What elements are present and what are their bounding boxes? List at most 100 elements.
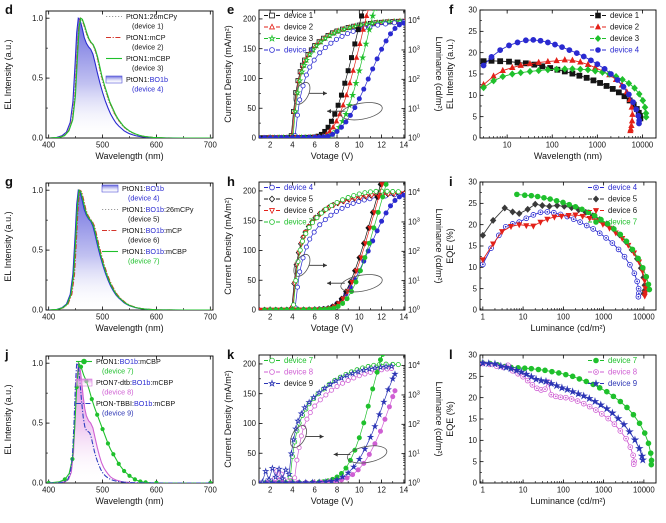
- svg-text:103: 103: [408, 46, 420, 55]
- j-x-axis-label: Wavelength (nm): [95, 496, 163, 506]
- h-series-group: [259, 182, 405, 310]
- svg-text:50: 50: [247, 276, 256, 285]
- svg-text:100: 100: [408, 479, 420, 488]
- svg-text:50: 50: [247, 104, 256, 113]
- svg-text:600: 600: [150, 486, 164, 495]
- series-device7-luminance: [291, 188, 401, 308]
- axis-indicator-ellipse: [340, 274, 383, 293]
- svg-text:4: 4: [290, 313, 295, 322]
- f-series-group: [480, 36, 650, 134]
- f-y-axis-label: EL Intensity (a.u.): [445, 39, 455, 109]
- svg-text:15: 15: [468, 415, 477, 424]
- svg-text:6: 6: [313, 313, 317, 322]
- svg-text:8: 8: [335, 141, 339, 150]
- svg-text:PtON-TBBI:BO1b:mCBP: PtON-TBBI:BO1b:mCBP: [96, 399, 175, 408]
- svg-text:device 9: device 9: [284, 379, 313, 388]
- svg-text:10000: 10000: [633, 313, 655, 322]
- panel-h: h 2 4 6 8 10 12 14 0 50 100 150 200 100 101 102 103 104 V…: [222, 172, 444, 345]
- svg-text:100: 100: [557, 313, 571, 322]
- i-series-group: [480, 191, 653, 300]
- svg-text:(device 3): (device 3): [132, 64, 164, 73]
- svg-text:30: 30: [468, 6, 477, 15]
- axis-indicator-arrow: [309, 91, 327, 96]
- svg-text:(device 5): (device 5): [128, 215, 160, 224]
- series-device3-luminance: [289, 17, 405, 138]
- axis-indicator-arrow: [333, 452, 351, 457]
- svg-text:2: 2: [268, 313, 272, 322]
- svg-text:1000: 1000: [595, 313, 613, 322]
- svg-text:(device 2): (device 2): [132, 43, 164, 52]
- svg-text:(device 4): (device 4): [132, 85, 164, 94]
- svg-text:25: 25: [468, 27, 477, 36]
- e-x-axis-label: Votage (V): [311, 151, 354, 161]
- g-y-axis-label: EL Intensity (a.u.): [3, 211, 13, 281]
- svg-text:200: 200: [243, 187, 257, 196]
- series-device3-eqe: [480, 65, 650, 121]
- svg-text:500: 500: [96, 313, 110, 322]
- svg-text:100: 100: [243, 74, 257, 83]
- k-right-axis-label: Luminance (cd/m²): [434, 381, 444, 456]
- svg-text:10: 10: [468, 91, 477, 100]
- svg-text:104: 104: [408, 16, 420, 25]
- svg-text:0.0: 0.0: [32, 479, 44, 488]
- h-axes: 2 4 6 8 10 12 14 0 50 100 150 200 100 101 102 103 104: [243, 181, 420, 322]
- svg-text:10000: 10000: [632, 141, 654, 150]
- panel-letter-d: d: [5, 2, 13, 17]
- svg-text:8: 8: [335, 486, 339, 495]
- svg-text:500: 500: [96, 141, 110, 150]
- svg-text:10: 10: [355, 141, 364, 150]
- svg-text:1.0: 1.0: [32, 186, 44, 195]
- svg-text:device 5: device 5: [608, 195, 638, 204]
- e-right-axis-label: Luminance (cd/m²): [434, 36, 444, 111]
- g-series-group: [48, 189, 212, 310]
- svg-text:1: 1: [481, 313, 485, 322]
- svg-text:25: 25: [468, 199, 477, 208]
- svg-text:device 3: device 3: [610, 34, 639, 43]
- svg-text:(device 1): (device 1): [132, 22, 164, 31]
- l-series-group: [480, 358, 655, 468]
- svg-text:device 7: device 7: [284, 356, 313, 365]
- panel-i: i 1 10 100 1000 10000 0 5 10 15 20 25 30 Luminance (…: [444, 172, 666, 345]
- d-y-axis-label: EL Intensity (a.u.): [3, 39, 13, 109]
- svg-text:device 5: device 5: [284, 195, 314, 204]
- svg-text:150: 150: [243, 216, 257, 225]
- panel-g: g 400 500 600 700 0.0 0.5 1.0 Wavelength (nm) EL…: [0, 172, 222, 345]
- svg-text:PtON1:BO1b: PtON1:BO1b: [126, 75, 168, 84]
- series-device3-spectrum: [49, 17, 212, 138]
- svg-text:device 7: device 7: [284, 218, 313, 227]
- panel-j: j 400 500 600 700 0.0 0.5 1.0 Wavelength (nm) EL…: [0, 345, 222, 523]
- svg-text:15: 15: [468, 242, 477, 251]
- svg-text:device 8: device 8: [608, 368, 637, 377]
- panel-f-chart: 10 100 1000 10000 0 5 10 15 20 25 30 Wavelength (nm…: [445, 6, 657, 161]
- panel-d-chart: 400 500 600 700 0.0 0.5 1.0 Wavelength (nm) EL I…: [3, 10, 217, 161]
- panel-letter-g: g: [5, 174, 13, 189]
- h-x-axis-label: Votage (V): [311, 323, 354, 333]
- series-device4-current: [259, 20, 405, 138]
- legend-g: PtON1:BO1b(device 4)PtON1:BO1b:26mCPy(de…: [101, 184, 194, 266]
- svg-text:25: 25: [468, 372, 477, 381]
- svg-text:5: 5: [473, 457, 478, 466]
- svg-text:10: 10: [519, 313, 528, 322]
- panel-letter-j: j: [5, 347, 9, 362]
- svg-text:100: 100: [408, 134, 420, 143]
- svg-text:10: 10: [355, 313, 364, 322]
- svg-text:103: 103: [408, 218, 420, 227]
- svg-text:101: 101: [408, 104, 420, 113]
- svg-text:150: 150: [243, 44, 257, 53]
- svg-text:30: 30: [468, 351, 477, 360]
- j-series-group: [46, 361, 213, 483]
- svg-text:101: 101: [408, 449, 420, 458]
- series-device9-current: [259, 370, 399, 483]
- panel-k-chart: 2 4 6 8 10 12 14 0 50 100 150 200 100 101 102 103 104 Vot…: [223, 354, 444, 506]
- series-device4-eqe: [480, 36, 643, 127]
- svg-text:0.0: 0.0: [32, 306, 44, 315]
- svg-text:700: 700: [204, 486, 218, 495]
- svg-text:(device 9): (device 9): [102, 409, 134, 418]
- svg-text:6: 6: [313, 486, 317, 495]
- svg-text:PtON1:BO1b:mCBP: PtON1:BO1b:mCBP: [122, 247, 187, 256]
- svg-text:PtON1:26mCPy: PtON1:26mCPy: [126, 12, 178, 21]
- panel-letter-e: e: [227, 2, 235, 17]
- panel-h-chart: 2 4 6 8 10 12 14 0 50 100 150 200 100 101 102 103 104 Vot…: [223, 181, 444, 333]
- svg-text:PtON1:mCBP: PtON1:mCBP: [126, 54, 171, 63]
- panel-e: e 2 4 6 8 10 12 14 0 50 100 150 200 100 101 102 103 104 V…: [222, 0, 444, 172]
